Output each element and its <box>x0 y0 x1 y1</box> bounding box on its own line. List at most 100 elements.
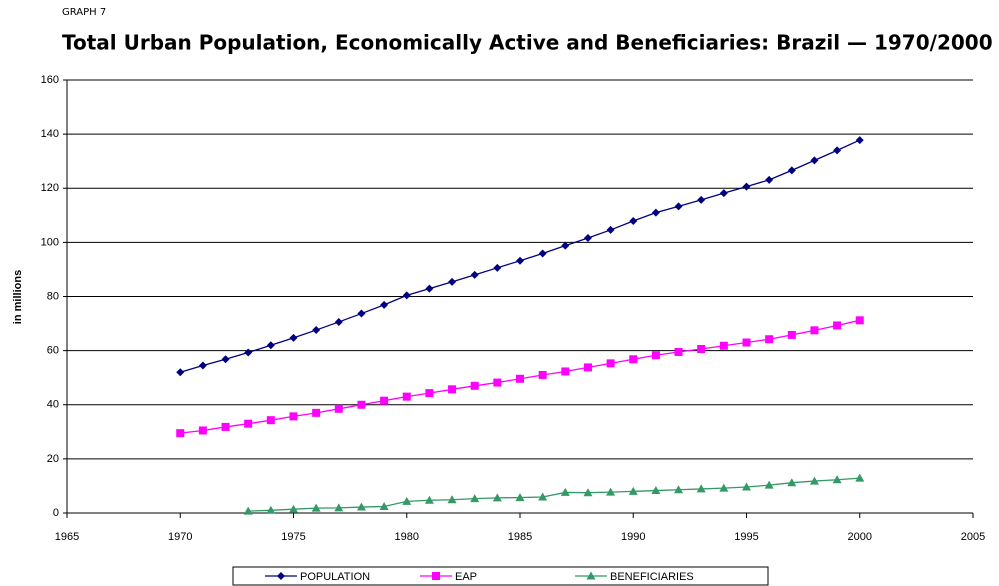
marker <box>470 381 479 390</box>
marker <box>833 146 842 155</box>
marker <box>810 156 819 165</box>
legend-label: POPULATION <box>300 571 370 583</box>
marker <box>742 338 751 347</box>
marker <box>697 195 706 204</box>
y-tick-label: 120 <box>41 182 59 194</box>
marker <box>560 487 570 496</box>
marker <box>176 368 185 377</box>
marker <box>425 284 434 293</box>
marker <box>651 486 661 495</box>
marker <box>312 408 321 417</box>
marker <box>176 429 185 438</box>
marker <box>765 175 774 184</box>
marker <box>697 345 706 354</box>
marker <box>855 136 864 145</box>
marker <box>561 241 570 250</box>
marker <box>432 572 440 580</box>
y-tick-label: 160 <box>41 74 59 86</box>
marker <box>561 367 570 376</box>
marker <box>742 482 751 491</box>
marker <box>606 225 615 234</box>
marker <box>742 182 751 191</box>
y-tick-label: 0 <box>53 507 59 519</box>
x-tick-label: 2000 <box>848 531 872 543</box>
x-tick-label: 1995 <box>734 531 758 543</box>
marker <box>289 412 298 421</box>
marker <box>470 270 479 279</box>
marker <box>809 476 819 485</box>
marker <box>515 493 525 502</box>
marker <box>243 506 253 515</box>
marker <box>586 571 596 580</box>
marker <box>583 488 593 497</box>
y-tick-label: 60 <box>47 345 59 357</box>
marker <box>277 572 285 580</box>
series-line <box>180 139 861 373</box>
marker <box>266 341 275 350</box>
marker <box>516 256 524 265</box>
x-tick-label: 1975 <box>281 531 305 543</box>
marker <box>855 473 865 482</box>
marker <box>493 378 502 387</box>
marker <box>651 208 660 217</box>
marker <box>787 166 796 175</box>
marker <box>538 492 548 501</box>
marker <box>357 309 366 318</box>
marker <box>516 374 524 383</box>
chart-supertitle: GRAPH 7 <box>62 7 106 18</box>
marker <box>719 341 728 350</box>
marker <box>402 291 411 300</box>
x-tick-label: 1990 <box>621 531 645 543</box>
marker <box>629 216 638 225</box>
marker <box>583 363 592 372</box>
series-line <box>248 477 860 512</box>
marker <box>334 503 344 512</box>
marker <box>833 321 842 330</box>
marker <box>493 263 502 272</box>
y-axis-label: in millions <box>12 270 24 324</box>
legend-label: EAP <box>455 571 477 583</box>
x-tick-label: 2005 <box>961 531 985 543</box>
marker <box>764 480 774 489</box>
marker <box>696 484 706 493</box>
marker <box>765 335 774 344</box>
marker <box>312 326 321 335</box>
y-tick-label: 140 <box>41 128 59 140</box>
marker <box>719 483 729 492</box>
x-tick-label: 1965 <box>55 531 79 543</box>
marker <box>289 333 298 342</box>
marker <box>470 494 480 503</box>
marker <box>810 326 819 335</box>
marker <box>606 487 616 496</box>
marker <box>674 202 683 211</box>
chart-title: Total Urban Population, Economically Act… <box>62 31 993 55</box>
marker <box>198 361 207 370</box>
marker <box>221 355 230 364</box>
marker <box>629 355 638 364</box>
marker <box>674 347 683 356</box>
legend-label: BENEFICIARIES <box>610 571 694 583</box>
x-tick-label: 1970 <box>168 531 192 543</box>
marker <box>448 277 457 286</box>
y-tick-label: 20 <box>47 453 59 465</box>
marker <box>402 392 411 401</box>
marker <box>787 478 797 487</box>
marker <box>334 404 343 413</box>
marker <box>424 495 434 504</box>
marker <box>379 502 389 511</box>
marker <box>832 475 842 484</box>
marker <box>538 370 547 379</box>
marker <box>425 389 434 398</box>
marker <box>719 189 728 198</box>
marker <box>244 348 253 357</box>
marker <box>628 486 638 495</box>
marker <box>198 426 207 435</box>
y-tick-label: 80 <box>47 290 59 302</box>
marker <box>492 493 502 502</box>
y-tick-label: 40 <box>47 399 59 411</box>
marker <box>447 495 457 504</box>
marker <box>380 300 389 309</box>
marker <box>266 505 276 514</box>
x-tick-label: 1985 <box>508 531 532 543</box>
